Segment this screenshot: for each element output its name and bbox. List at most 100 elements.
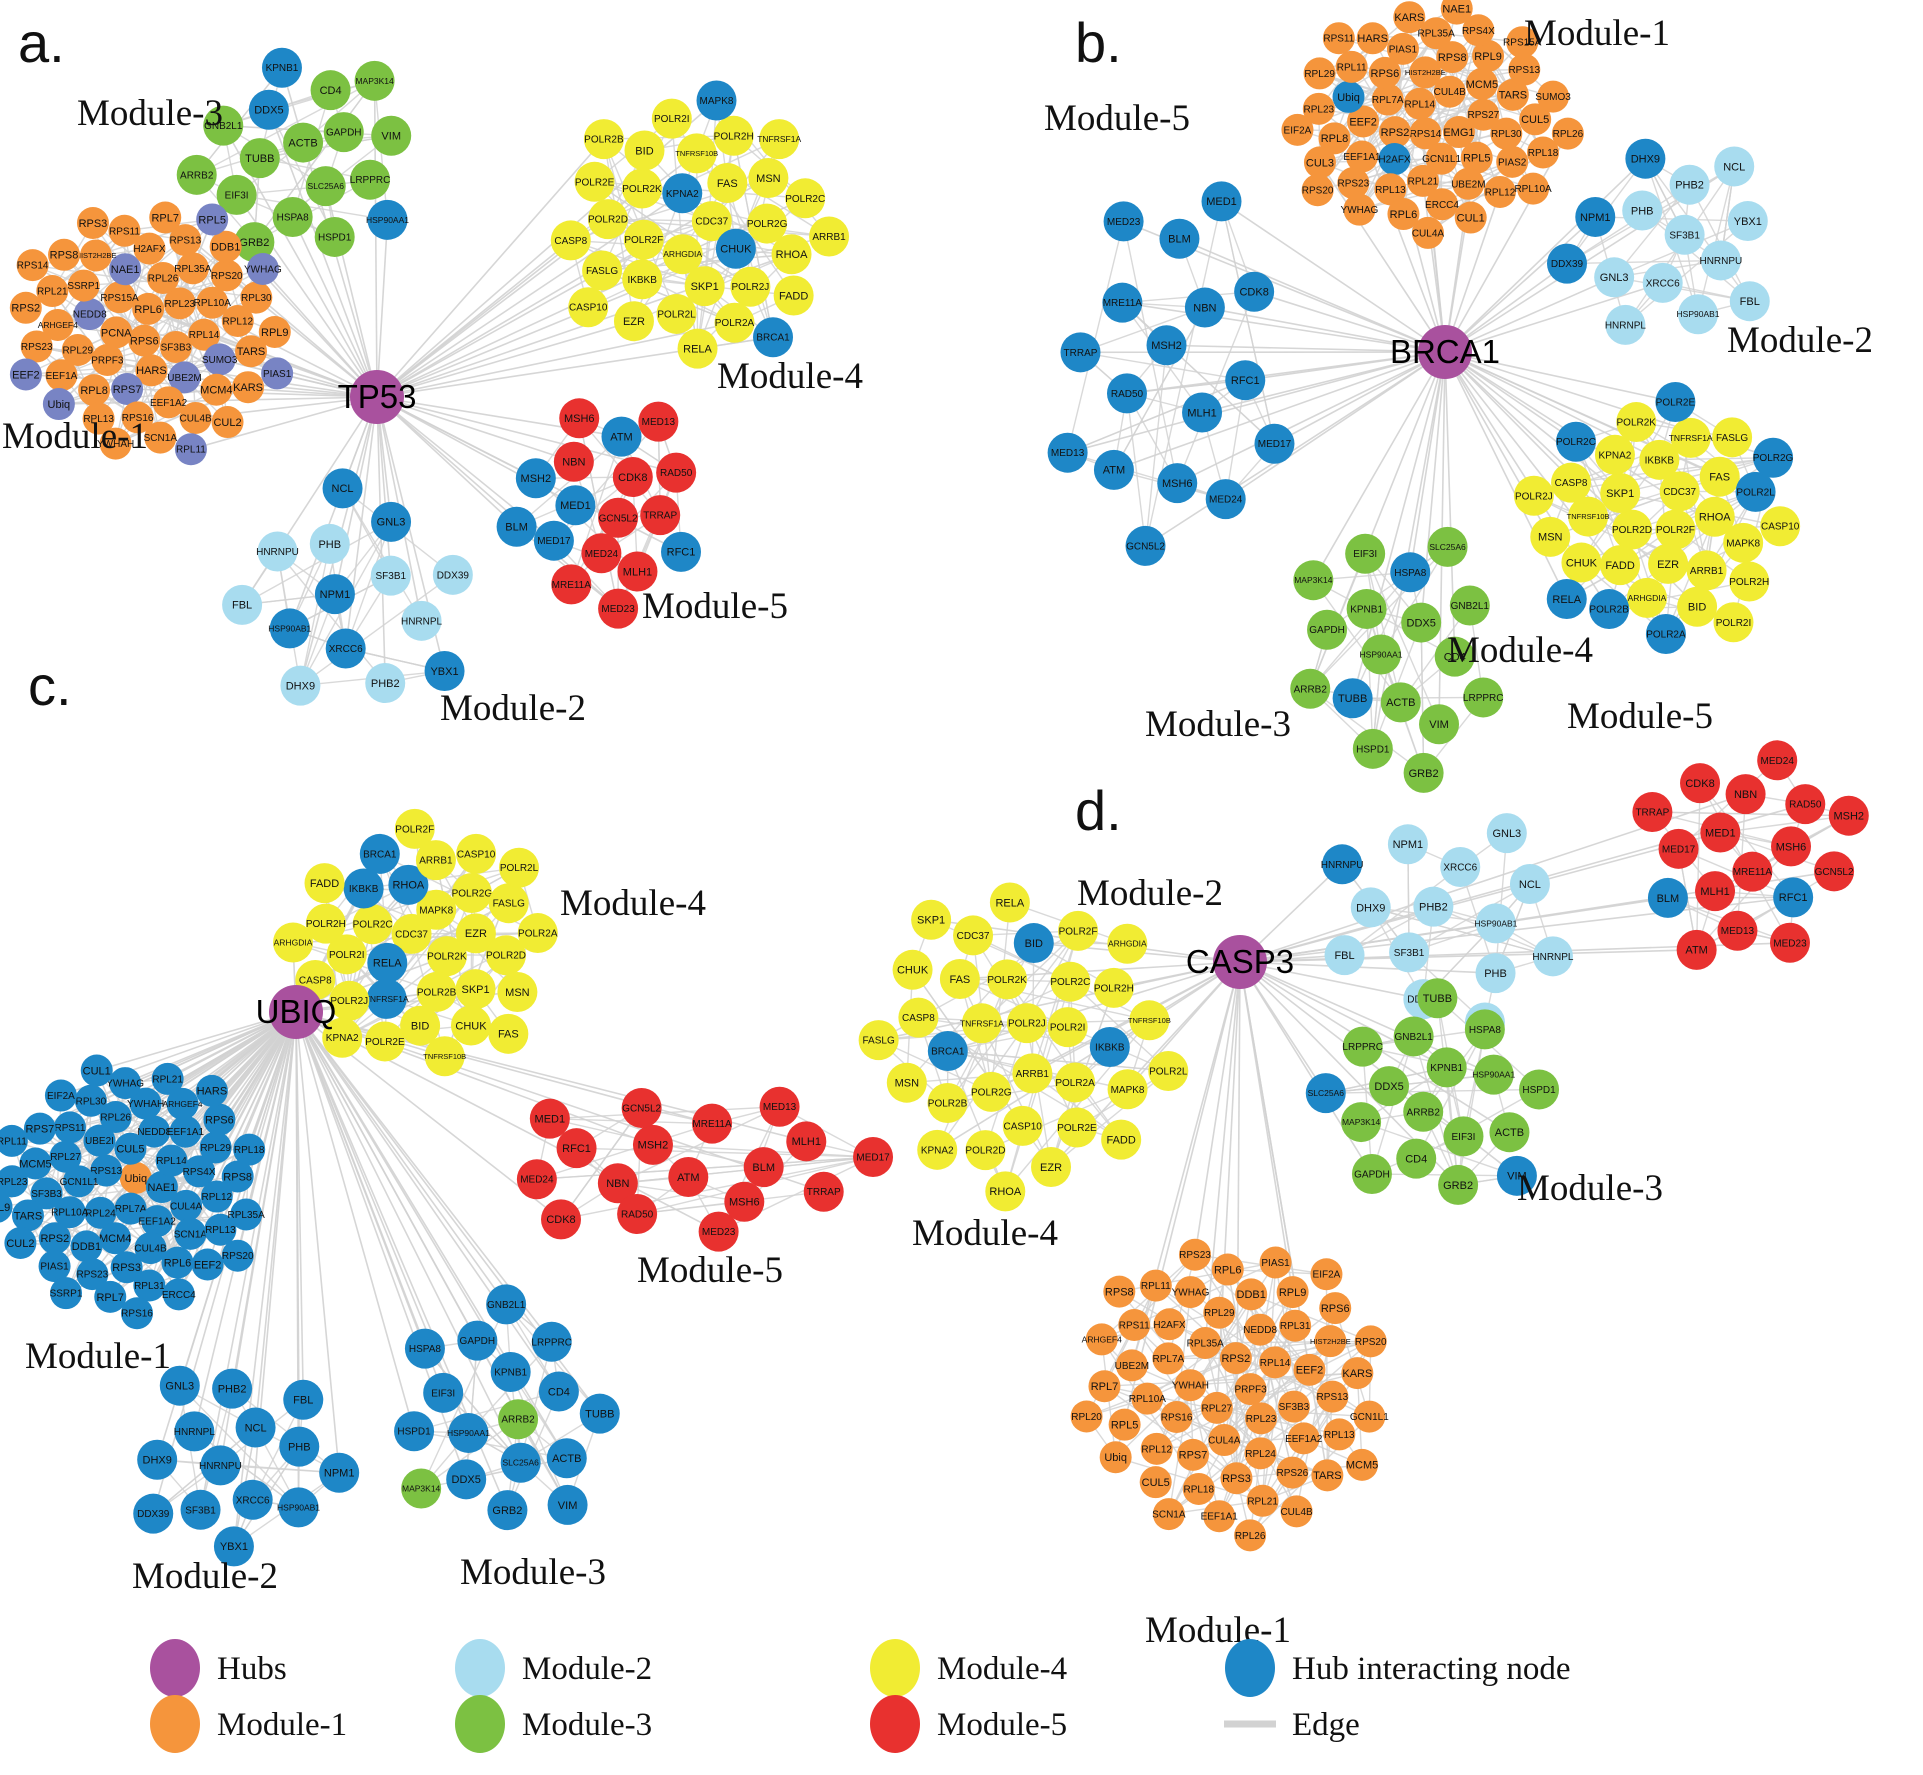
node-circle-RPL12 xyxy=(1483,175,1516,208)
node-RPL24: RPL24 xyxy=(84,1196,117,1229)
node-circle-PHB2 xyxy=(212,1368,253,1409)
module-name-label: Module-3 xyxy=(1145,704,1291,745)
node-label-POLR2C: POLR2C xyxy=(1050,977,1090,988)
node-RPS16: RPS16 xyxy=(121,1297,153,1330)
node-TNFRSF1A: TNFRSF1A xyxy=(365,978,409,1019)
node-circle-H2AFX xyxy=(133,232,166,265)
node-label-BRCA1: BRCA1 xyxy=(363,849,397,860)
node-circle-CDC37 xyxy=(953,915,994,956)
node-circle-YWHAG xyxy=(109,1067,142,1100)
node-EIF2A: EIF2A xyxy=(44,1079,77,1112)
node-RPL31: RPL31 xyxy=(133,1269,166,1302)
node-circle-MED24 xyxy=(581,533,622,574)
node-label-CHUK: CHUK xyxy=(455,1020,487,1032)
node-circle-EEF1A2 xyxy=(1287,1422,1320,1455)
node-label-HSP90AA1: HSP90AA1 xyxy=(366,215,409,225)
node-label-HSPD1: HSPD1 xyxy=(1522,1085,1556,1096)
node-label-RPL12: RPL12 xyxy=(222,317,253,328)
node-HSP90AB1: HSP90AB1 xyxy=(1474,903,1518,944)
node-circle-NCL xyxy=(235,1407,276,1448)
node-RPL30: RPL30 xyxy=(240,281,273,314)
node-RPL10A: RPL10A xyxy=(1514,172,1552,205)
node-POLR2G: POLR2G xyxy=(452,872,492,913)
node-VIM: VIM xyxy=(547,1484,588,1525)
node-label-RHOA: RHOA xyxy=(989,1186,1021,1198)
node-label-HNRNPU: HNRNPU xyxy=(256,547,299,558)
node-RPL5: RPL5 xyxy=(196,203,229,236)
node-circle-CUL2 xyxy=(211,406,244,439)
node-RPL14: RPL14 xyxy=(188,318,221,351)
node-circle-CDK8 xyxy=(612,457,653,498)
node-circle-ARHGDIA xyxy=(273,922,314,963)
node-label-RPL18: RPL18 xyxy=(1528,148,1559,159)
node-RPL7: RPL7 xyxy=(149,201,182,234)
node-circle-CASP8 xyxy=(898,997,939,1038)
node-POLR2I: POLR2I xyxy=(326,934,367,975)
node-circle-RPS3 xyxy=(76,207,109,240)
node-circle-TRRAP xyxy=(640,495,681,536)
node-KPNA2: KPNA2 xyxy=(662,173,703,214)
node-label-TUBB: TUBB xyxy=(585,1409,614,1421)
node-YWHAG: YWHAG xyxy=(1341,193,1379,226)
legend-swatch-hub xyxy=(150,1639,200,1697)
node-label-FBL: FBL xyxy=(293,1395,313,1407)
node-label-CD4: CD4 xyxy=(548,1386,570,1398)
node-label-FAS: FAS xyxy=(717,178,738,190)
node-label-KPNA2: KPNA2 xyxy=(666,189,699,200)
node-SKP1: SKP1 xyxy=(455,969,496,1010)
node-label-CD4: CD4 xyxy=(1444,651,1466,663)
node-FADD: FADD xyxy=(1101,1119,1142,1160)
node-circle-RPL9 xyxy=(1472,39,1505,72)
node-label-EEF2: EEF2 xyxy=(12,369,40,381)
node-HSPA8: HSPA8 xyxy=(404,1328,445,1369)
node-circle-PIAS1 xyxy=(261,357,294,390)
node-label-TNFRSF10B: TNFRSF10B xyxy=(423,1052,466,1061)
module-name-label: Module-1 xyxy=(1145,1610,1291,1651)
node-label-EEF1A: EEF1A xyxy=(46,371,78,382)
node-PCNA: PCNA xyxy=(100,316,133,349)
node-ACTB: ACTB xyxy=(283,122,324,163)
node-circle-DHX9 xyxy=(1350,887,1391,928)
node-circle-ARRB2 xyxy=(1403,1091,1444,1132)
node-label-RFC1: RFC1 xyxy=(1231,375,1260,387)
node-HSPD1: HSPD1 xyxy=(314,216,355,257)
legend-item-module-4: Module-4 xyxy=(870,1639,1067,1697)
node-RHOA: RHOA xyxy=(388,864,429,905)
node-VIM: VIM xyxy=(1419,704,1460,745)
node-EIF2A: EIF2A xyxy=(1310,1258,1343,1291)
node-label-MLH1: MLH1 xyxy=(792,1136,821,1148)
node-circle-RPS13 xyxy=(90,1154,123,1187)
node-circle-CHUK xyxy=(1561,542,1602,583)
node-circle-GAPDH xyxy=(1351,1154,1392,1195)
node-label-ARHGDIA: ARHGDIA xyxy=(663,249,702,259)
node-circle-RPL12 xyxy=(200,1180,233,1213)
node-circle-RPS6 xyxy=(128,324,161,357)
node-circle-NCL xyxy=(322,468,363,509)
panel-letter: d. xyxy=(1075,779,1122,842)
node-circle-RELA xyxy=(367,942,408,983)
node-label-RELA: RELA xyxy=(373,958,402,970)
node-circle-RPS23 xyxy=(1337,167,1370,200)
node-HARS: HARS xyxy=(195,1074,228,1107)
node-label-YWHAG: YWHAG xyxy=(244,264,282,275)
node-label-RPL10A: RPL10A xyxy=(51,1208,89,1219)
node-label-RPS15A: RPS15A xyxy=(100,293,139,304)
node-RPL7A: RPL7A xyxy=(114,1192,147,1225)
node-label-MED23: MED23 xyxy=(1773,938,1807,949)
node-label-MCM5: MCM5 xyxy=(1466,79,1498,91)
node-label-MAP3K14: MAP3K14 xyxy=(355,76,394,86)
node-circle-MRE11A xyxy=(1102,282,1143,323)
node-label-PRPF3: PRPF3 xyxy=(1234,1385,1267,1396)
node-label-HIST2H2BE: HIST2H2BE xyxy=(1310,1337,1351,1346)
node-circle-ATM xyxy=(668,1157,709,1198)
node-label-LRPPRC: LRPPRC xyxy=(1463,693,1504,704)
node-label-RFC1: RFC1 xyxy=(667,547,696,559)
node-circle-RPS20 xyxy=(1354,1325,1387,1358)
node-POLR2F: POLR2F xyxy=(1655,509,1696,550)
node-circle-MAP3K14 xyxy=(1341,1102,1382,1143)
node-label-POLR2G: POLR2G xyxy=(1753,453,1794,464)
node-circle-PRPF3 xyxy=(1234,1373,1267,1406)
node-label-NAE1: NAE1 xyxy=(1442,3,1471,15)
node-circle-CASP10 xyxy=(1002,1105,1043,1146)
